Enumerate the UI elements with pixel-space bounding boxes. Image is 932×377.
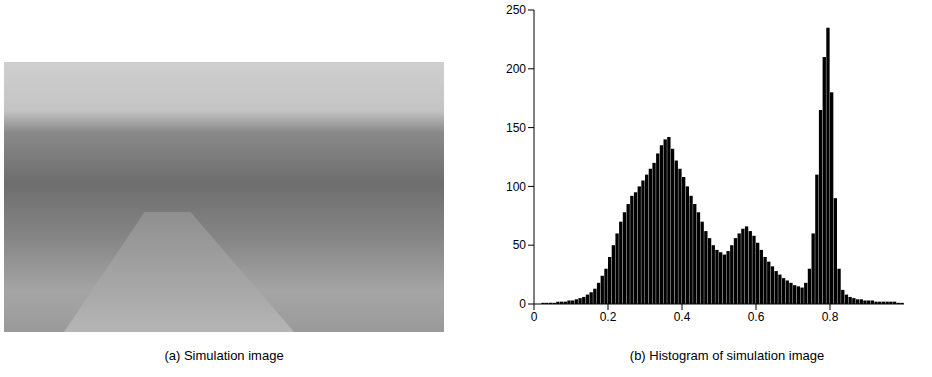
svg-text:50: 50 xyxy=(513,238,527,252)
svg-text:0: 0 xyxy=(531,310,538,324)
svg-text:200: 200 xyxy=(506,62,526,76)
svg-text:0.2: 0.2 xyxy=(600,310,617,324)
svg-text:0.6: 0.6 xyxy=(748,310,765,324)
svg-text:0.8: 0.8 xyxy=(822,310,839,324)
svg-text:0: 0 xyxy=(519,297,526,311)
html-text:(a) Simulation image: (a) Simulation image xyxy=(164,348,284,363)
html-text:(b) Histogram of simulation im: (b) Histogram of simulation image xyxy=(629,348,825,363)
svg-text:150: 150 xyxy=(506,121,526,135)
svg-text:100: 100 xyxy=(506,180,526,194)
svg-text:250: 250 xyxy=(506,3,526,17)
svg-text:0.4: 0.4 xyxy=(674,310,691,324)
